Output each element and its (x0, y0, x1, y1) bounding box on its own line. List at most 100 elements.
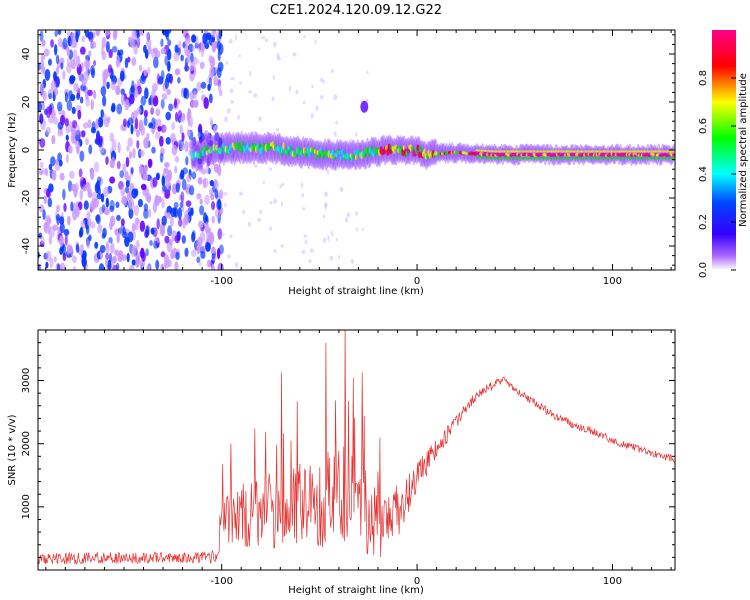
heatmap-noise-cell (143, 203, 149, 212)
heatmap-noise-cell (122, 163, 127, 173)
heatmap-noise-cell (66, 47, 71, 56)
heatmap-noise-cell (208, 231, 214, 242)
heatmap-noise-cell (120, 94, 125, 106)
heatmap-noise-cell (84, 30, 90, 38)
spectrogram-y-tick-label: -40 (21, 238, 32, 254)
heatmap-noise-cell (351, 162, 354, 167)
heatmap-noise-cell (269, 225, 272, 231)
heatmap-noise-cell (142, 174, 149, 181)
heatmap-noise-cell (156, 218, 160, 230)
heatmap-noise-cell (116, 160, 121, 170)
heatmap-noise-cell (135, 260, 140, 268)
heatmap-noise-cell (128, 207, 134, 219)
heatmap-noise-cell (46, 217, 52, 225)
heatmap-noise-cell (248, 90, 252, 94)
heatmap-noise-cell (117, 141, 121, 154)
heatmap-noise-cell (48, 92, 52, 100)
heatmap-noise-cell (202, 212, 208, 224)
heatmap-noise-cell (356, 227, 359, 232)
heatmap-noise-cell (104, 208, 110, 216)
heatmap-noise-cell (163, 262, 167, 270)
heatmap-noise-cell (211, 264, 215, 270)
heatmap-noise-cell (302, 100, 306, 105)
heatmap-noise-cell (56, 101, 63, 112)
heatmap-signal-halo (390, 137, 395, 165)
heatmap-noise-cell (213, 75, 219, 87)
heatmap-noise-cell (53, 71, 57, 82)
heatmap-noise-cell (45, 261, 49, 269)
heatmap-noise-cell (59, 222, 65, 234)
heatmap-noise-cell (138, 64, 143, 72)
heatmap-noise-cell (54, 163, 61, 171)
heatmap-noise-cell (174, 234, 181, 244)
heatmap-signal-cell (419, 145, 423, 153)
heatmap-noise-cell (156, 118, 162, 127)
heatmap-noise-cell (184, 37, 191, 44)
heatmap-noise-cell (329, 255, 334, 261)
heatmap-noise-cell (64, 234, 68, 246)
heatmap-noise-cell (280, 201, 284, 207)
heatmap-noise-cell (207, 259, 212, 268)
heatmap-noise-cell (231, 154, 235, 158)
heatmap-noise-cell (116, 232, 120, 244)
heatmap-noise-cell (170, 133, 176, 143)
heatmap-noise-cell (109, 205, 115, 213)
heatmap-noise-cell (156, 73, 161, 85)
heatmap-noise-cell (331, 230, 334, 237)
heatmap-noise-cell (124, 186, 130, 194)
heatmap-noise-cell (214, 208, 221, 219)
heatmap-noise-cell (315, 105, 319, 112)
heatmap-noise-cell (145, 225, 150, 238)
heatmap-noise-cell (303, 34, 306, 39)
heatmap-noise-cell (181, 235, 186, 244)
heatmap-noise-cell (350, 258, 354, 265)
heatmap-noise-cell (66, 100, 73, 111)
heatmap-noise-cell (127, 56, 131, 63)
heatmap-noise-cell (68, 145, 73, 154)
snr-y-label: SNR (10 * v/v) (7, 414, 18, 485)
heatmap-signal-cell (353, 149, 357, 155)
heatmap-noise-cell (199, 205, 205, 216)
heatmap-noise-cell (135, 239, 140, 250)
heatmap-noise-cell (99, 146, 105, 154)
heatmap-noise-cell (43, 195, 47, 205)
heatmap-noise-cell (339, 187, 344, 192)
heatmap-noise-cell (38, 101, 43, 112)
heatmap-noise-cell (45, 168, 49, 177)
heatmap-noise-cell (222, 232, 225, 237)
heatmap-noise-cell (42, 90, 47, 101)
heatmap-noise-cell (292, 52, 297, 57)
heatmap-noise-cell (143, 69, 148, 77)
heatmap-signal-cell (338, 150, 342, 156)
heatmap-signal-halo (454, 145, 459, 164)
heatmap-noise-cell (308, 259, 312, 264)
heatmap-noise-cell (204, 42, 210, 50)
heatmap-noise-cell (216, 199, 222, 211)
heatmap-noise-cell (102, 77, 107, 88)
heatmap-noise-cell (131, 188, 138, 199)
heatmap-noise-cell (105, 197, 110, 208)
figure-title: C2E1.2024.120.09.12.G22 (270, 3, 442, 18)
heatmap-noise-cell (214, 132, 220, 142)
heatmap-noise-cell (66, 215, 71, 226)
heatmap-noise-cell (271, 96, 275, 102)
heatmap-noise-cell (177, 77, 181, 84)
heatmap-noise-cell (344, 216, 349, 223)
heatmap-noise-cell (106, 81, 110, 90)
heatmap-noise-cell (103, 186, 109, 198)
heatmap-noise-cell (86, 211, 91, 219)
heatmap-noise-cell (109, 132, 115, 143)
heatmap-signal-halo (206, 131, 211, 163)
heatmap-noise-cell (105, 253, 110, 261)
heatmap-noise-cell (254, 164, 258, 169)
heatmap-noise-cell (327, 137, 330, 143)
heatmap-signal-halo (336, 141, 341, 170)
heatmap-noise-cell (174, 261, 179, 270)
heatmap-noise-cell (131, 30, 138, 41)
heatmap-noise-cell (234, 262, 239, 268)
heatmap-noise-cell (161, 93, 168, 100)
heatmap-noise-cell (230, 76, 235, 81)
heatmap-noise-cell (95, 30, 101, 37)
heatmap-noise-cell (57, 263, 61, 270)
heatmap-noise-cell (217, 84, 222, 92)
